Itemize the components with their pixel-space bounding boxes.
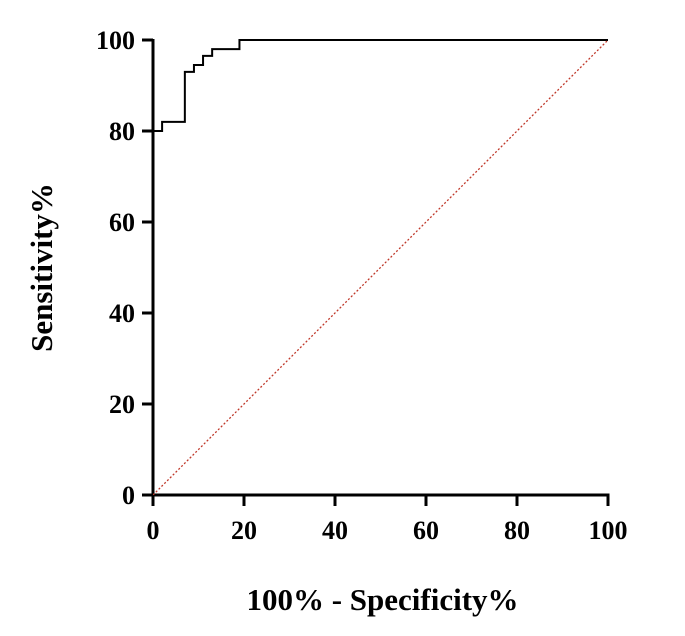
x-tick-label: 80 xyxy=(504,516,530,545)
y-tick-label: 80 xyxy=(109,117,135,146)
ticks-layer: 0 20 40 60 80 100 0 20 40 60 80 100 xyxy=(96,26,628,545)
x-tick-label: 20 xyxy=(231,516,257,545)
x-tick-label: 0 xyxy=(147,516,160,545)
x-tick-label: 40 xyxy=(322,516,348,545)
roc-curve xyxy=(153,39,608,132)
x-axis-title: 100% - Specificity% xyxy=(246,582,518,617)
y-tick-label: 20 xyxy=(109,390,135,419)
reference-line xyxy=(152,39,609,496)
y-axis-title: Sensitivity% xyxy=(24,183,59,352)
x-tick-label: 100 xyxy=(589,516,628,545)
y-tick-label: 0 xyxy=(122,481,135,510)
y-tick-label: 100 xyxy=(96,26,135,55)
axes xyxy=(151,39,610,497)
y-tick-label: 40 xyxy=(109,299,135,328)
x-tick-label: 60 xyxy=(413,516,439,545)
series-layer xyxy=(152,39,609,496)
y-tick-label: 60 xyxy=(109,208,135,237)
